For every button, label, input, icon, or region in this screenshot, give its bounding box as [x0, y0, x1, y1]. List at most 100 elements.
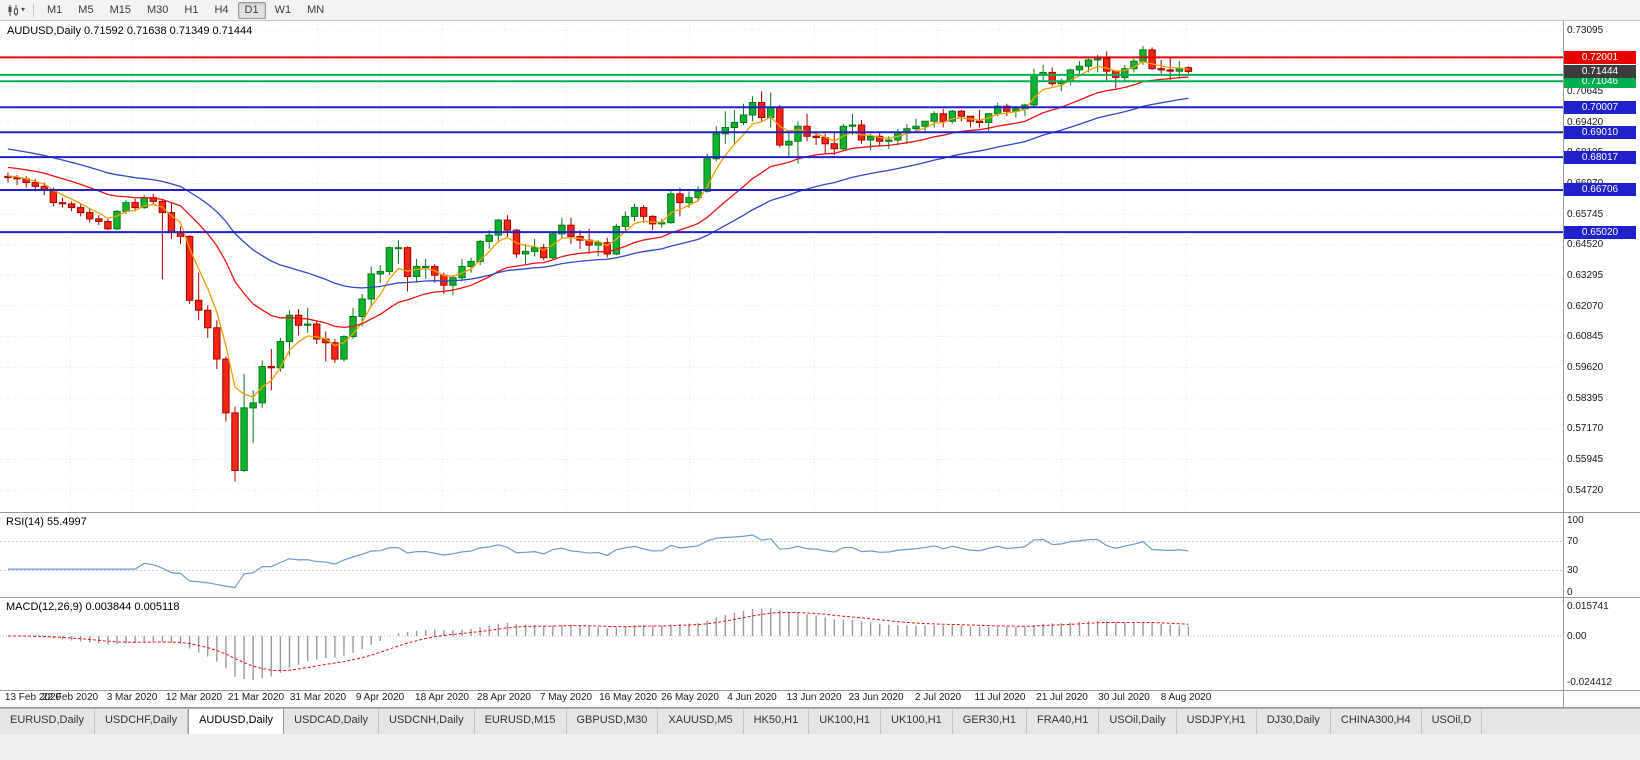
- chart-tab-fra40-h1[interactable]: FRA40,H1: [1027, 709, 1100, 734]
- price-axis-label: 0.70645: [1567, 85, 1604, 97]
- rsi-axis-label: 100: [1567, 514, 1584, 526]
- timeframe-toolbar: ▾ M1 M5 M15 M30 H1 H4 D1 W1 MN: [0, 0, 1640, 21]
- date-label: 13 Feb 2020: [4, 692, 62, 703]
- rsi-axis-label: 30: [1567, 564, 1579, 576]
- chart-tab-usdchf-daily[interactable]: USDCHF,Daily: [95, 709, 189, 734]
- timeframe-button-h1[interactable]: H1: [184, 3, 199, 16]
- chart-tab-gbpusd-m30[interactable]: GBPUSD,M30: [567, 709, 659, 734]
- chart-tab-ger30-h1[interactable]: GER30,H1: [953, 709, 1027, 734]
- candlestick-series: [4, 46, 1193, 482]
- macd-axis-label: 0.015741: [1567, 600, 1609, 612]
- chevron-down-icon: ▾: [21, 5, 26, 14]
- date-label: 23 Jun 2020: [848, 692, 904, 703]
- price-level-badge: 0.66706: [1564, 183, 1636, 197]
- price-axis-label: 0.57170: [1567, 423, 1604, 435]
- macd-indicator-values: 0.003844 0.005118: [85, 601, 180, 613]
- date-label: 9 Apr 2020: [355, 692, 405, 703]
- price-axis-label: 0.63295: [1567, 269, 1604, 281]
- price-axis-label: 0.64520: [1567, 239, 1604, 251]
- date-label: 18 Apr 2020: [415, 692, 469, 703]
- rsi-indicator-value: 55.4997: [46, 516, 87, 528]
- price-axis-label: 0.55945: [1567, 453, 1604, 465]
- timeframe-button-m1[interactable]: M1: [47, 3, 63, 16]
- chart-tab-usdjpy-h1[interactable]: USDJPY,H1: [1177, 709, 1257, 734]
- chart-title: AUDUSD,Daily 0.71592 0.71638 0.71349 0.7…: [7, 25, 252, 37]
- date-label: 12 Mar 2020: [165, 692, 223, 703]
- rsi-indicator-label: RSI(14): [6, 516, 44, 528]
- price-axis-label: 0.62070: [1567, 300, 1604, 312]
- price-level-badge: 0.69010: [1564, 125, 1636, 139]
- chart-tab-hk50-h1[interactable]: HK50,H1: [744, 709, 810, 734]
- chart-grid: [0, 21, 1563, 512]
- date-label: 2 Jul 2020: [914, 692, 962, 703]
- chart-tab-usdcad-daily[interactable]: USDCAD,Daily: [284, 709, 380, 734]
- macd-axis-label: 0.00: [1567, 630, 1587, 642]
- rsi-axis-label: 70: [1567, 536, 1579, 548]
- date-label: 3 Mar 2020: [106, 692, 158, 703]
- bid-price-badge: 0.71444: [1564, 64, 1636, 78]
- chart-type-button[interactable]: ▾: [4, 4, 28, 17]
- macd-pane-title: MACD(12,26,9) 0.003844 0.005118: [6, 601, 179, 613]
- candlestick-chart-icon: [8, 4, 18, 16]
- chart-tab-usoil-daily[interactable]: USOil,Daily: [1099, 709, 1177, 734]
- timeframe-button-h4[interactable]: H4: [214, 3, 229, 16]
- date-label: 16 May 2020: [599, 692, 657, 703]
- date-label: 21 Mar 2020: [227, 692, 285, 703]
- rsi-pane-title: RSI(14) 55.4997: [6, 516, 87, 528]
- chart-tabs-bar: EURUSD,Daily USDCHF,Daily AUDUSD,Daily USDC…: [0, 708, 1640, 734]
- timeframe-buttons-group: M1 M5 M15 M30 H1 H4 D1 W1 MN: [39, 1, 332, 19]
- timeframe-button-mn[interactable]: MN: [307, 3, 325, 16]
- symbol-timeframe-label: AUDUSD,Daily: [7, 25, 81, 37]
- date-label: 8 Aug 2020: [1160, 692, 1212, 703]
- chart-tab-usoil-d[interactable]: USOil,D: [1422, 709, 1483, 734]
- chart-tab-uk100-h1[interactable]: UK100,H1: [881, 709, 953, 734]
- macd-histogram: [16, 608, 1190, 681]
- date-label: 30 Jul 2020: [1098, 692, 1150, 703]
- price-axis-label: 0.59620: [1567, 361, 1604, 373]
- timeframe-button-d1[interactable]: D1: [237, 1, 266, 19]
- price-axis-label: 0.65745: [1567, 208, 1604, 220]
- price-level-badge: 0.70007: [1564, 100, 1636, 114]
- date-label: 31 Mar 2020: [289, 692, 347, 703]
- chart-tab-china300-h4[interactable]: CHINA300,H4: [1331, 709, 1422, 734]
- statusbar-strip: [0, 733, 1640, 760]
- timeframe-button-m15[interactable]: M15: [109, 3, 131, 16]
- chart-tab-dj30-daily[interactable]: DJ30,Daily: [1257, 709, 1331, 734]
- chart-tab-audusd-daily[interactable]: AUDUSD,Daily: [188, 709, 285, 734]
- chart-tab-eurusd-daily[interactable]: EURUSD,Daily: [0, 709, 95, 734]
- date-label: 11 Jul 2020: [974, 692, 1026, 703]
- price-axis-label: 0.66970: [1567, 178, 1603, 189]
- chart-tab-uk100-h1[interactable]: UK100,H1: [809, 709, 882, 734]
- chart-tab-eurusd-m15[interactable]: EURUSD,M15: [475, 709, 567, 734]
- macd-axis-label: -0.024412: [1567, 676, 1613, 688]
- price-axis-label: 0.69420: [1567, 116, 1604, 128]
- price-level-badge: 0.65020: [1564, 225, 1636, 239]
- timeframe-button-w1[interactable]: W1: [274, 3, 292, 16]
- price-axis-label: 0.73095: [1567, 24, 1604, 36]
- timeframe-button-m5[interactable]: M5: [78, 3, 94, 16]
- date-label: 21 Jul 2020: [1036, 692, 1088, 703]
- ma-line-period-20: [7, 76, 1189, 329]
- price-axis-label: 0.58395: [1567, 392, 1604, 404]
- chart-tab-xauusd-m5[interactable]: XAUUSD,M5: [658, 709, 744, 734]
- date-label: 13 Jun 2020: [786, 692, 842, 703]
- date-label: 22 Feb 2020: [41, 692, 99, 703]
- macd-signal-line: [7, 612, 1189, 672]
- price-axis-label: 0.54720: [1567, 484, 1604, 496]
- price-axis-label: 0.60845: [1567, 331, 1604, 343]
- macd-indicator-label: MACD(12,26,9): [6, 601, 83, 613]
- date-label: 26 May 2020: [661, 692, 719, 703]
- ohlc-values: 0.71592 0.71638 0.71349 0.71444: [84, 25, 253, 37]
- date-label: 28 Apr 2020: [477, 692, 531, 703]
- price-level-badge: 0.68017: [1564, 150, 1636, 164]
- timeframe-button-m30[interactable]: M30: [146, 3, 169, 16]
- toolbar-divider: [33, 3, 35, 17]
- price-level-badge: 0.72001: [1564, 50, 1636, 64]
- price-level-badge: 0.71046: [1564, 74, 1636, 88]
- date-label: 7 May 2020: [539, 692, 593, 703]
- chart-tab-usdcnh-daily[interactable]: USDCNH,Daily: [379, 709, 475, 734]
- date-label: 4 Jun 2020: [727, 692, 777, 703]
- ma-line-period-40: [7, 97, 1189, 289]
